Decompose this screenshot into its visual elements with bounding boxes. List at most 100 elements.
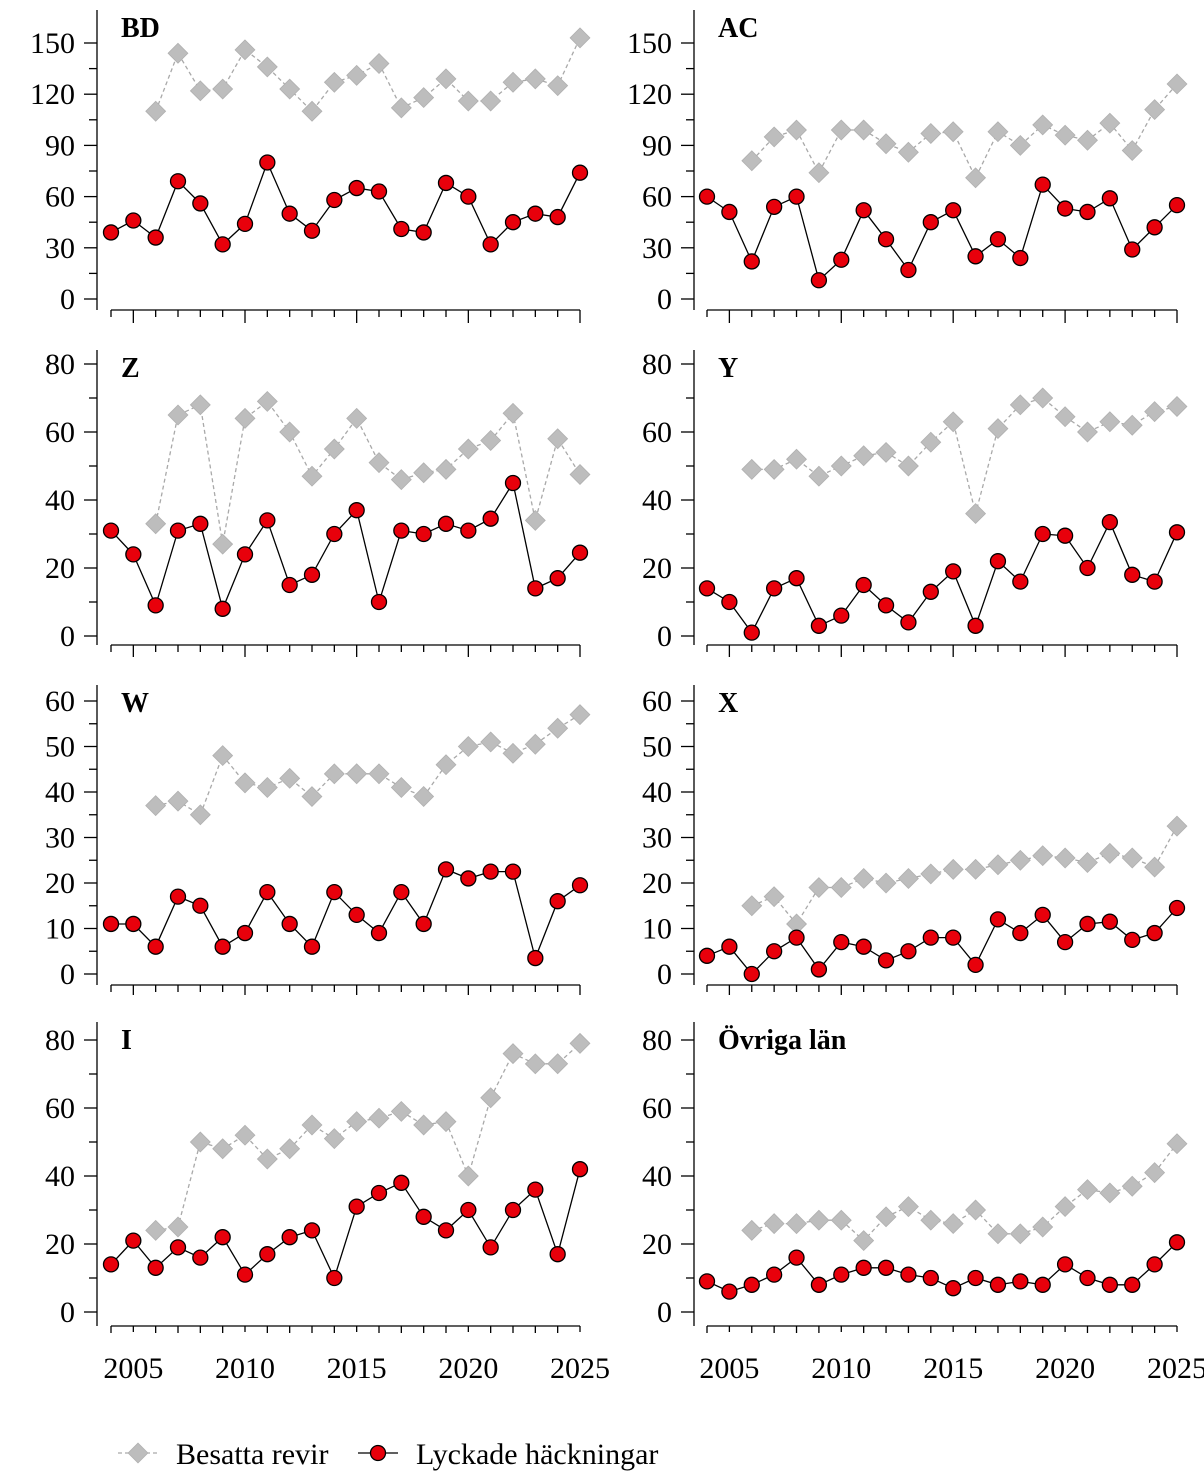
successful-point xyxy=(765,198,783,215)
occupied-point xyxy=(569,1032,591,1054)
successful-point xyxy=(855,938,872,955)
occupied-point xyxy=(569,704,591,726)
occupied-point xyxy=(457,90,479,112)
occupied-point xyxy=(1166,396,1188,417)
successful-point xyxy=(721,1283,738,1300)
occupied-point xyxy=(1054,1196,1076,1218)
successful-point xyxy=(281,915,298,933)
panel-0: 0 30 60 90 120 150 BD xyxy=(30,10,591,323)
successful-point xyxy=(788,1249,805,1266)
successful-point xyxy=(125,546,142,563)
occupied-point xyxy=(1144,99,1166,121)
successful-point xyxy=(1101,913,1119,930)
occupied-point xyxy=(965,858,987,880)
occupied-point xyxy=(323,71,345,93)
occupied-point xyxy=(413,1114,435,1136)
successful-point xyxy=(504,863,522,880)
occupied-point xyxy=(234,1124,256,1146)
successful-point xyxy=(281,205,298,222)
occupied-point xyxy=(234,772,256,794)
successful-point xyxy=(1101,513,1119,531)
successful-point xyxy=(698,188,716,205)
y-tick-label: 50 xyxy=(642,731,672,764)
occupied-point xyxy=(920,123,942,144)
successful-point xyxy=(810,961,828,978)
successful-point xyxy=(102,1256,120,1273)
occupied-point xyxy=(346,407,368,429)
panel-title: Y xyxy=(718,353,738,384)
occupied-point xyxy=(390,777,412,798)
occupied-point xyxy=(145,100,167,122)
y-tick-label: 20 xyxy=(642,1228,672,1261)
y-tick-label: 30 xyxy=(642,822,672,855)
successful-point xyxy=(1168,1234,1186,1251)
successful-point xyxy=(788,570,805,587)
occupied-point xyxy=(569,27,591,49)
successful-point xyxy=(303,566,321,583)
successful-point xyxy=(348,502,365,519)
x-tick-label: 2025 xyxy=(550,1352,610,1385)
successful-point xyxy=(303,1222,321,1239)
y-tick-label: 150 xyxy=(30,27,75,60)
y-tick-label: 80 xyxy=(642,348,672,381)
y-tick-label: 80 xyxy=(45,1024,75,1057)
panel-3: 0 20 40 60 80 Y xyxy=(642,348,1188,657)
occupied-point xyxy=(1166,815,1188,837)
successful-point xyxy=(1124,931,1141,949)
occupied-point xyxy=(786,913,808,935)
y-tick-label: 40 xyxy=(45,776,75,809)
occupied-point xyxy=(189,1131,211,1153)
occupied-point xyxy=(189,80,211,102)
successful-point xyxy=(571,544,589,561)
occupied-point xyxy=(301,100,323,122)
successful-point xyxy=(833,607,850,624)
occupied-point xyxy=(167,42,189,64)
y-tick-label: 20 xyxy=(45,552,75,585)
occupied-point xyxy=(1121,847,1143,869)
occupied-point xyxy=(323,438,345,460)
successful-point xyxy=(169,522,187,539)
successful-point xyxy=(303,222,321,239)
occupied-point xyxy=(1032,114,1054,136)
occupied-point xyxy=(1166,1133,1188,1155)
panel-5: 0 10 20 30 40 50 60 X xyxy=(642,685,1188,995)
successful-point xyxy=(877,597,895,614)
occupied-point xyxy=(301,786,323,808)
successful-point xyxy=(922,214,939,231)
successful-series-line xyxy=(110,481,581,611)
successful-series-line xyxy=(111,868,581,961)
successful-point xyxy=(527,949,544,967)
successful-point xyxy=(1079,203,1096,221)
successful-point xyxy=(1146,1256,1163,1273)
occupied-point xyxy=(763,1213,785,1235)
successful-point xyxy=(698,947,716,964)
successful-point xyxy=(810,1276,828,1293)
x-tick-label: 2015 xyxy=(327,1352,387,1385)
occupied-point xyxy=(301,465,323,487)
successful-point xyxy=(1101,190,1119,207)
occupied-point xyxy=(965,167,987,189)
successful-point xyxy=(549,208,566,226)
occupied-point xyxy=(413,462,435,484)
successful-point xyxy=(504,474,522,492)
occupied-point xyxy=(786,119,807,141)
panel-title: AC xyxy=(718,13,758,44)
successful-point xyxy=(504,1201,522,1219)
occupied-point xyxy=(808,1209,830,1231)
successful-point xyxy=(1012,573,1029,590)
occupied-point xyxy=(741,1219,763,1241)
occupied-point xyxy=(1099,112,1121,134)
occupied-point xyxy=(524,68,546,90)
successful-point xyxy=(1146,924,1163,942)
occupied-point xyxy=(741,458,763,480)
occupied-point xyxy=(920,431,942,453)
occupied-point xyxy=(942,858,964,880)
occupied-point xyxy=(830,119,852,141)
successful-point xyxy=(922,1269,939,1287)
occupied-point xyxy=(145,513,167,535)
y-tick-label: 150 xyxy=(627,27,672,60)
legend-occupied-marker xyxy=(127,1442,149,1464)
y-tick-label: 30 xyxy=(45,822,75,855)
panel-title: X xyxy=(718,688,738,719)
